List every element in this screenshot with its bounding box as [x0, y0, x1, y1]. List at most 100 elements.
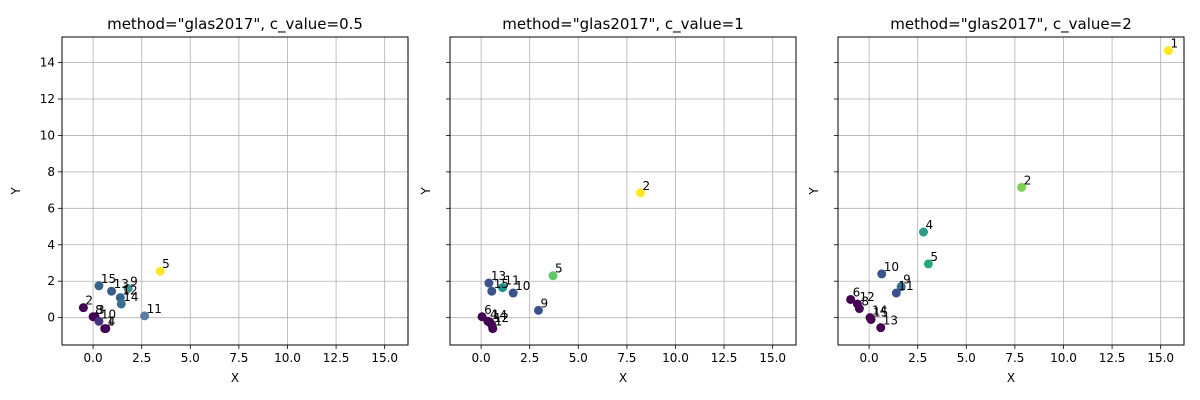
- point-label: 6: [853, 285, 861, 299]
- scatter-point: [866, 314, 876, 324]
- point-label: 9: [130, 275, 138, 289]
- scatter-point: [497, 283, 507, 293]
- point-label: 13: [883, 314, 898, 328]
- scatter-point: [477, 312, 487, 322]
- point-label: 14: [492, 308, 507, 322]
- scatter-point: [487, 286, 497, 296]
- x-tick-label: 7.5: [1005, 351, 1024, 365]
- x-tick-label: 0.0: [84, 351, 103, 365]
- point-label: 11: [504, 274, 519, 288]
- point-label: 12: [122, 284, 137, 298]
- scatter-point: [123, 284, 133, 294]
- point-label: 5: [555, 262, 563, 276]
- point-label: 15: [873, 305, 888, 319]
- y-axis-label: Y: [419, 187, 433, 196]
- x-axis-label: X: [619, 371, 627, 385]
- y-tick-label: 2: [47, 274, 55, 288]
- scatter-panel-3: 0.0 2.5 5.0 7.5 10.0 12.5 15.0 method="glas2017…: [807, 15, 1185, 385]
- scatter-points: [846, 46, 1173, 333]
- scatter-point: [846, 294, 856, 304]
- scatter-point: [1163, 46, 1173, 56]
- scatter-point: [484, 278, 494, 288]
- scatter-points: [78, 266, 165, 334]
- scatter-point: [923, 259, 933, 269]
- point-label: 12: [494, 311, 509, 325]
- scatter-point: [896, 282, 906, 292]
- x-tick-label: 12.5: [1099, 351, 1126, 365]
- point-label: 10: [101, 307, 116, 321]
- point-label: 13: [491, 269, 506, 283]
- plot-frame: [449, 36, 797, 346]
- point-label: 5: [930, 250, 938, 264]
- point-label: 14: [123, 290, 138, 304]
- chart-title: method="glas2017", c_value=0.5: [107, 15, 363, 34]
- scatter-point: [485, 317, 495, 327]
- y-tick-label: 4: [47, 238, 55, 252]
- scatter-point: [852, 299, 862, 309]
- y-tick-label: 8: [47, 165, 55, 179]
- scatter-point: [116, 299, 126, 309]
- scatter-point: [101, 324, 111, 334]
- point-label: 15: [101, 272, 116, 286]
- scatter-points: [477, 188, 645, 334]
- point-label: 11: [898, 279, 913, 293]
- scatter-point: [876, 323, 886, 333]
- y-tick-label: 6: [47, 201, 55, 215]
- point-label: 9: [540, 296, 548, 310]
- x-tick-label: 2.5: [908, 351, 927, 365]
- point-label: 6: [484, 303, 492, 317]
- scatter-point: [1017, 182, 1027, 192]
- x-tick-label: 0.0: [472, 351, 491, 365]
- x-tick-label: 5.0: [569, 351, 588, 365]
- scatter-point: [78, 303, 88, 313]
- scatter-panel-2: 0.0 2.5 5.0 7.5 10.0 12.5 15.0 method="glas2017…: [419, 15, 797, 385]
- x-tick-label: 7.5: [229, 351, 248, 365]
- x-tick-label: 5.0: [957, 351, 976, 365]
- x-tick-label: 12.5: [323, 351, 350, 365]
- x-tick-label: 15.0: [371, 351, 398, 365]
- point-label: 12: [859, 290, 874, 304]
- scatter-point: [891, 288, 901, 298]
- scatter-point: [877, 269, 887, 279]
- point-label: 2: [85, 294, 93, 308]
- plot-frame: [61, 36, 409, 346]
- chart-title: method="glas2017", c_value=2: [890, 15, 1132, 34]
- point-label: 2: [642, 179, 650, 193]
- point-label: 2: [1024, 173, 1032, 187]
- point-label: 9: [903, 273, 911, 287]
- point-label: 5: [162, 257, 170, 271]
- point-label: 11: [147, 302, 162, 316]
- point-label: 4: [926, 218, 934, 232]
- point-label: 1: [107, 315, 115, 329]
- point-label: 1: [495, 315, 503, 329]
- point-label: 1: [1170, 37, 1178, 51]
- x-tick-label: 0.0: [860, 351, 879, 365]
- scatter-point: [548, 271, 558, 281]
- y-tick-label: 12: [40, 92, 55, 106]
- y-axis-label: Y: [807, 187, 821, 196]
- scatter-point: [635, 188, 645, 198]
- point-label: 8: [861, 295, 869, 309]
- scatter-point: [140, 311, 150, 321]
- point-label: 14: [872, 304, 887, 318]
- scatter-point: [94, 281, 104, 291]
- point-label: 4: [490, 307, 498, 321]
- x-tick-label: 10.0: [274, 351, 301, 365]
- x-tick-label: 2.5: [520, 351, 539, 365]
- plot-frame: [837, 36, 1185, 346]
- y-tick-label: 10: [40, 128, 55, 142]
- x-tick-label: 2.5: [132, 351, 151, 365]
- point-label: 10: [515, 279, 530, 293]
- x-axis-label: X: [231, 371, 239, 385]
- x-tick-label: 10.0: [1050, 351, 1077, 365]
- x-tick-label: 5.0: [181, 351, 200, 365]
- chart-title: method="glas2017", c_value=1: [502, 15, 744, 34]
- scatter-point: [508, 288, 518, 298]
- point-label: 13: [114, 277, 129, 291]
- y-tick-label: 0: [47, 311, 55, 325]
- point-label: 15: [494, 277, 509, 291]
- scatter-point: [94, 316, 104, 326]
